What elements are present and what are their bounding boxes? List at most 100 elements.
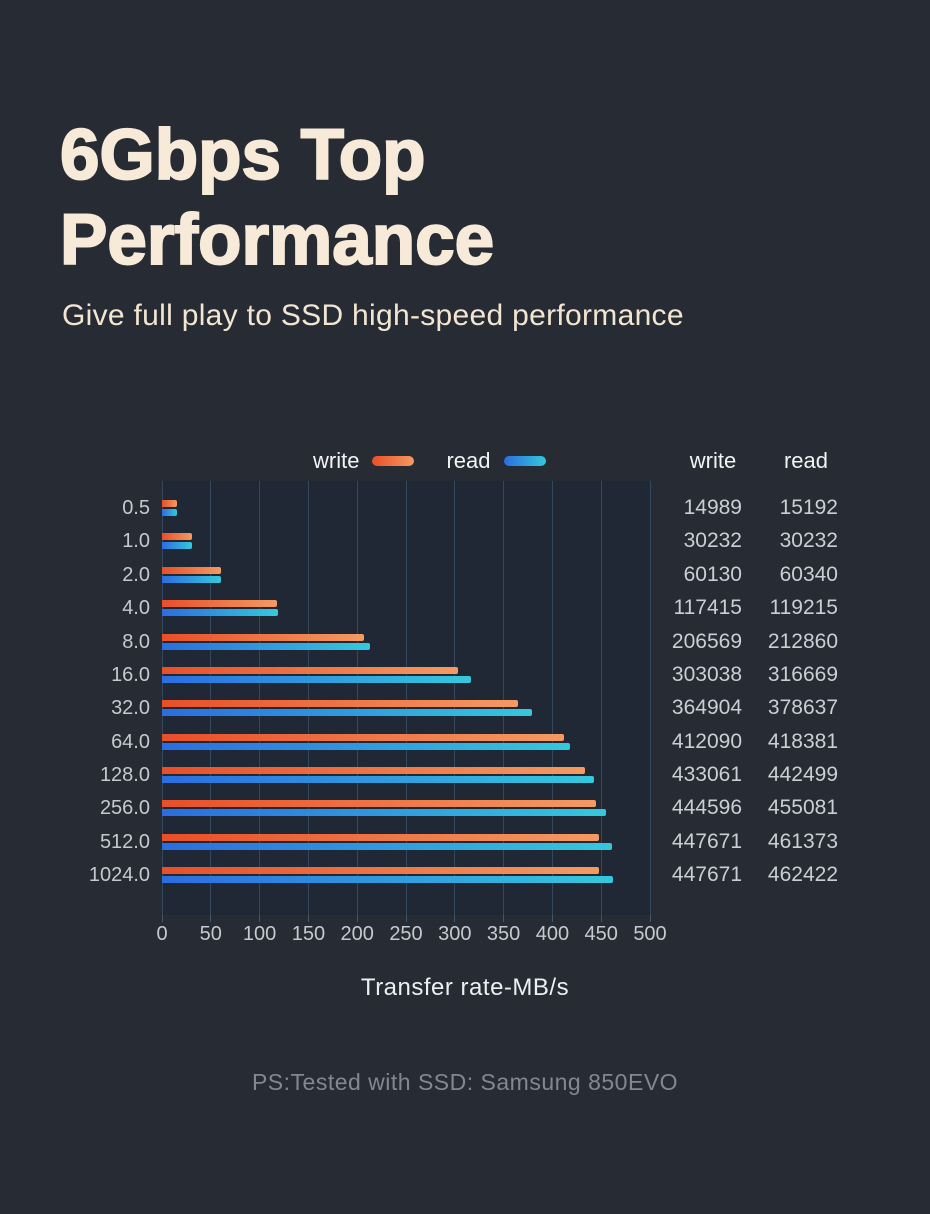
x-axis-tick — [356, 915, 358, 922]
read-bar — [162, 675, 472, 683]
gridline — [161, 481, 163, 915]
y-axis-label: 512.0 — [99, 830, 150, 853]
write-bar — [162, 633, 364, 641]
legend-write-label: write — [313, 448, 360, 473]
read-value: 30232 — [779, 529, 838, 553]
read-value: 60340 — [779, 562, 838, 586]
y-axis-label: 16.0 — [111, 663, 150, 686]
read-bar — [162, 842, 613, 850]
bar-row — [162, 833, 650, 850]
write-bar — [162, 767, 585, 775]
value-table-header-read: read — [783, 448, 829, 473]
write-value: 14989 — [683, 496, 742, 519]
write-value: 206569 — [671, 629, 742, 653]
write-value: 364904 — [671, 696, 742, 720]
x-axis-label: 0 — [156, 923, 168, 945]
x-axis-label: 400 — [535, 923, 570, 945]
x-axis-tick — [454, 915, 456, 922]
write-bar — [162, 733, 565, 741]
x-axis-label: 50 — [199, 923, 222, 945]
gridline — [356, 481, 358, 915]
legend-item-write: write — [313, 448, 415, 474]
y-axis-label: 1.0 — [122, 530, 150, 553]
read-value: 378637 — [767, 696, 838, 720]
x-axis-title: Transfer rate-MB/s — [360, 974, 570, 1001]
page-subtitle: Give full play to SSD high-speed perform… — [62, 299, 684, 332]
read-bar — [162, 609, 279, 617]
bar-row — [162, 566, 650, 583]
read-bar — [162, 575, 221, 583]
write-bar — [162, 666, 458, 674]
plot-area — [161, 481, 651, 915]
write-bar — [162, 500, 177, 507]
gridline — [649, 481, 651, 915]
read-value: 418381 — [767, 729, 838, 753]
bar-row — [162, 767, 650, 784]
write-value: 447671 — [671, 863, 742, 887]
y-axis-label: 128.0 — [99, 764, 150, 787]
x-axis-label: 100 — [242, 923, 277, 945]
y-axis-label: 2.0 — [122, 563, 150, 586]
x-axis-label: 500 — [633, 923, 667, 945]
y-axis-label: 8.0 — [122, 630, 150, 653]
legend-write-swatch — [372, 456, 415, 466]
gridline — [259, 481, 261, 915]
read-bar — [162, 876, 614, 884]
gridline — [551, 481, 553, 915]
x-axis-label: 350 — [486, 923, 521, 945]
read-bar — [162, 542, 192, 550]
write-bar — [162, 700, 519, 708]
read-value: 442499 — [767, 763, 838, 787]
x-axis-tick — [405, 915, 407, 922]
write-value: 117415 — [673, 596, 742, 620]
x-axis-tick — [649, 915, 651, 922]
write-bar — [162, 800, 596, 808]
write-value: 303038 — [671, 662, 742, 686]
y-axis-label: 256.0 — [99, 797, 150, 820]
gridline — [503, 481, 505, 915]
write-value: 447671 — [671, 829, 742, 853]
write-value: 60130 — [683, 562, 742, 586]
x-axis-label: 150 — [291, 923, 326, 945]
write-value: 412090 — [671, 729, 742, 753]
legend-item-read: read — [446, 448, 546, 474]
y-axis-label: 32.0 — [111, 697, 150, 720]
bar-row — [162, 600, 650, 617]
x-axis-tick — [259, 915, 261, 922]
read-bar — [162, 809, 607, 817]
x-axis-label: 300 — [438, 923, 472, 945]
bar-row — [162, 633, 650, 650]
read-value: 462422 — [767, 863, 838, 887]
gridline — [210, 481, 212, 915]
write-bar — [162, 867, 599, 875]
read-bar — [162, 776, 594, 784]
read-value: 455081 — [767, 796, 838, 820]
read-value: 316669 — [767, 662, 838, 686]
write-bar — [162, 833, 599, 841]
write-bar — [162, 600, 277, 608]
write-value: 433061 — [671, 763, 742, 787]
read-bar — [162, 509, 177, 516]
footer-note: PS:Tested with SSD: Samsung 850EVO — [251, 1069, 679, 1095]
read-bar — [162, 742, 571, 750]
read-value: 15192 — [779, 496, 838, 519]
x-axis-label: 200 — [340, 923, 374, 945]
value-table-header-write: write — [689, 448, 737, 473]
gridline — [307, 481, 309, 915]
chart-legend: write read — [313, 448, 546, 474]
bar-row — [162, 867, 650, 884]
x-axis-tick — [503, 915, 505, 922]
bar-row — [162, 666, 650, 683]
x-axis-tick — [210, 915, 212, 922]
y-axis-label: 64.0 — [111, 730, 150, 753]
legend-read-label: read — [446, 448, 491, 473]
y-axis-label: 0.5 — [122, 497, 150, 519]
gridline — [405, 481, 407, 915]
read-value: 212860 — [767, 629, 838, 653]
gridline — [454, 481, 456, 915]
read-bar — [162, 642, 370, 650]
gridline — [600, 481, 602, 915]
write-value: 30232 — [683, 529, 742, 553]
x-axis-tick — [551, 915, 553, 922]
